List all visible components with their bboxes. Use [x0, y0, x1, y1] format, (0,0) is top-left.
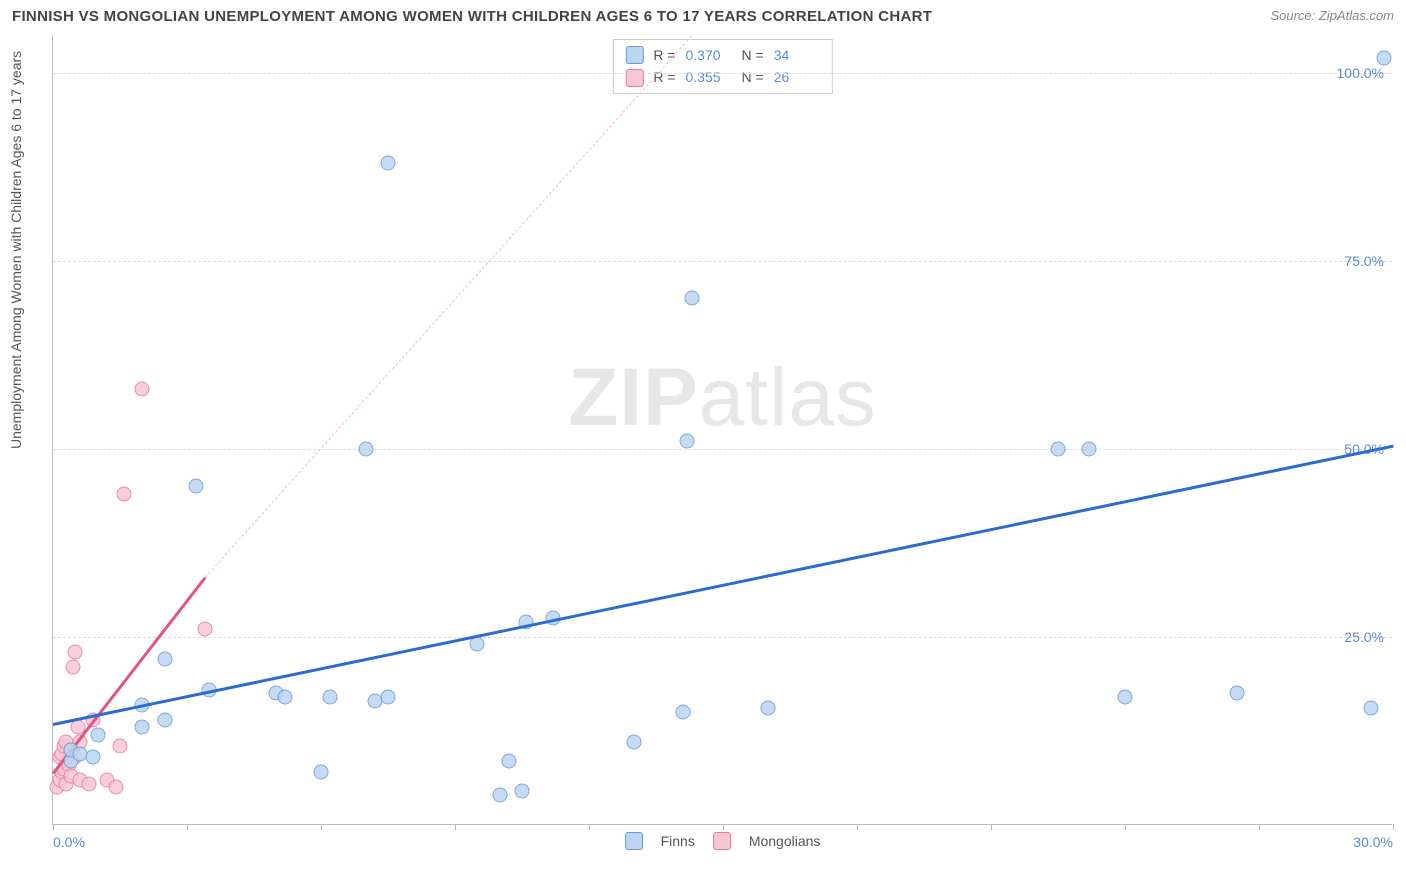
- y-tick-label: 75.0%: [1344, 253, 1384, 269]
- data-point-finns: [381, 690, 396, 705]
- n-value: 26: [774, 66, 820, 88]
- x-tick: [857, 824, 858, 830]
- data-point-finns: [1082, 441, 1097, 456]
- x-tick: [1125, 824, 1126, 830]
- x-tick-label: 0.0%: [53, 834, 85, 850]
- data-point-finns: [1229, 686, 1244, 701]
- chart-title: FINNISH VS MONGOLIAN UNEMPLOYMENT AMONG …: [12, 8, 932, 25]
- data-point-mongolians: [108, 780, 123, 795]
- n-value: 34: [774, 44, 820, 66]
- x-tick: [187, 824, 188, 830]
- data-point-finns: [680, 434, 695, 449]
- r-value: 0.355: [686, 66, 732, 88]
- chart-area: Unemployment Among Women with Children A…: [0, 29, 1406, 879]
- data-point-mongolians: [197, 622, 212, 637]
- legend-swatch: [625, 832, 643, 850]
- legend-label: Mongolians: [749, 833, 821, 849]
- data-point-finns: [135, 720, 150, 735]
- x-tick: [53, 824, 54, 830]
- data-point-mongolians: [68, 644, 83, 659]
- chart-source: Source: ZipAtlas.com: [1270, 8, 1394, 23]
- x-tick: [991, 824, 992, 830]
- legend-label: Finns: [661, 833, 695, 849]
- data-point-finns: [492, 787, 507, 802]
- watermark: ZIPatlas: [568, 351, 877, 445]
- chart-header: FINNISH VS MONGOLIAN UNEMPLOYMENT AMONG …: [0, 0, 1406, 29]
- data-point-finns: [760, 701, 775, 716]
- x-tick: [455, 824, 456, 830]
- data-point-finns: [381, 155, 396, 170]
- y-tick-label: 25.0%: [1344, 629, 1384, 645]
- gridline-horizontal: [53, 449, 1392, 450]
- stats-row: R =0.370N =34: [625, 44, 819, 66]
- trendline-extrapolated: [204, 35, 692, 577]
- data-point-finns: [501, 754, 516, 769]
- data-point-finns: [157, 712, 172, 727]
- data-point-finns: [314, 765, 329, 780]
- x-tick: [321, 824, 322, 830]
- data-point-finns: [470, 637, 485, 652]
- data-point-finns: [1118, 690, 1133, 705]
- x-tick: [589, 824, 590, 830]
- series-swatch: [625, 69, 643, 87]
- r-value: 0.370: [686, 44, 732, 66]
- n-label: N =: [742, 44, 764, 66]
- data-point-finns: [358, 441, 373, 456]
- data-point-finns: [1363, 701, 1378, 716]
- legend-swatch: [713, 832, 731, 850]
- data-point-finns: [684, 291, 699, 306]
- data-point-finns: [675, 705, 690, 720]
- gridline-horizontal: [53, 73, 1392, 74]
- data-point-mongolians: [113, 739, 128, 754]
- y-tick-label: 100.0%: [1337, 65, 1384, 81]
- series-swatch: [625, 46, 643, 64]
- data-point-mongolians: [117, 486, 132, 501]
- data-point-finns: [90, 727, 105, 742]
- data-point-finns: [157, 652, 172, 667]
- data-point-finns: [515, 784, 530, 799]
- plot-region: ZIPatlas R =0.370N =34R =0.355N =26 Finn…: [52, 35, 1392, 825]
- r-label: R =: [653, 66, 675, 88]
- x-tick-label: 30.0%: [1353, 834, 1393, 850]
- x-tick: [1393, 824, 1394, 830]
- data-point-finns: [278, 690, 293, 705]
- data-point-finns: [86, 750, 101, 765]
- x-tick: [723, 824, 724, 830]
- data-point-finns: [1051, 441, 1066, 456]
- data-point-mongolians: [135, 381, 150, 396]
- data-point-finns: [322, 690, 337, 705]
- gridline-horizontal: [53, 261, 1392, 262]
- data-point-finns: [188, 479, 203, 494]
- data-point-finns: [626, 735, 641, 750]
- y-axis-label: Unemployment Among Women with Children A…: [8, 51, 24, 449]
- legend: Finns Mongolians: [625, 832, 821, 850]
- x-tick: [1259, 824, 1260, 830]
- data-point-mongolians: [66, 660, 81, 675]
- data-point-finns: [1377, 50, 1392, 65]
- gridline-horizontal: [53, 637, 1392, 638]
- trendline: [53, 445, 1394, 726]
- n-label: N =: [742, 66, 764, 88]
- data-point-mongolians: [81, 776, 96, 791]
